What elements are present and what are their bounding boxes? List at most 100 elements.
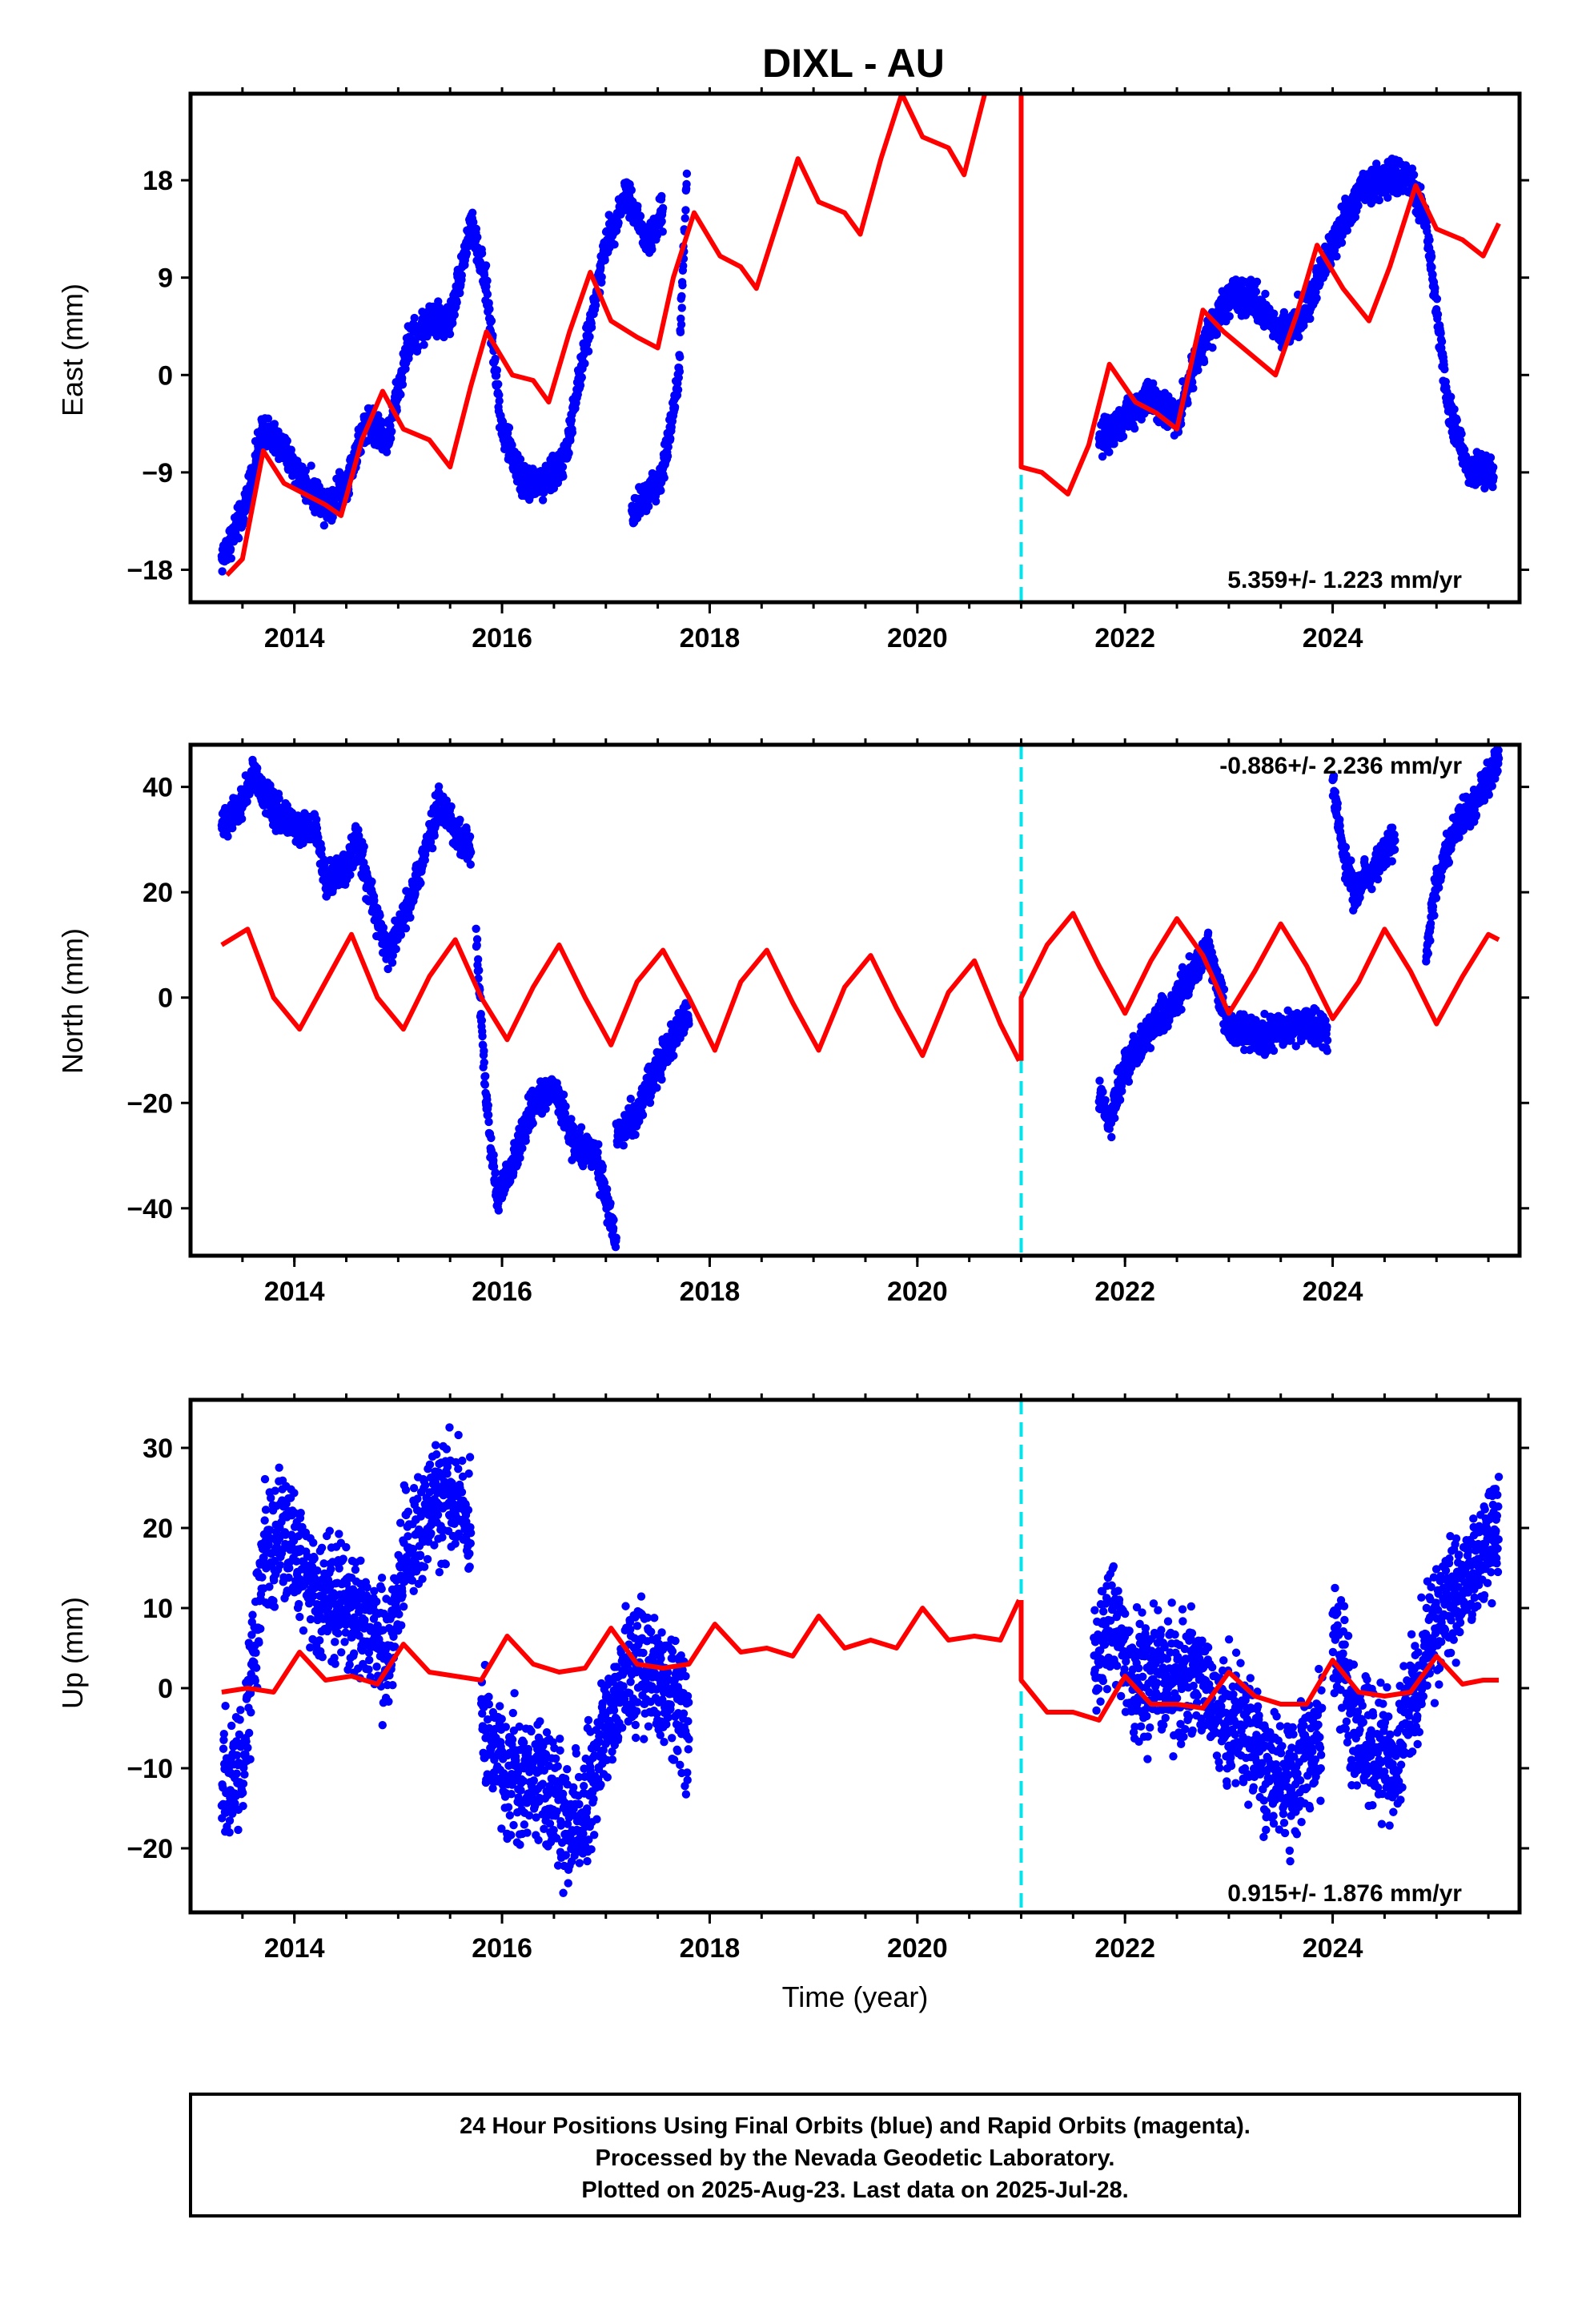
panel-up-point — [225, 1816, 235, 1825]
panel-up-point — [1399, 1662, 1408, 1671]
panel-up-point — [1379, 1699, 1387, 1708]
panel-up-point — [508, 1735, 517, 1744]
panel-up-point — [1143, 1755, 1152, 1763]
panel-north-point — [312, 815, 321, 824]
panel-up-point — [413, 1494, 422, 1503]
panel-north-point — [472, 941, 481, 950]
panel-up-point — [488, 1783, 497, 1793]
panel-up-point — [418, 1574, 427, 1583]
panel-up-point — [445, 1423, 454, 1432]
panel-up-point — [1134, 1663, 1143, 1673]
panel-north-point — [685, 1019, 693, 1028]
panel-north-point — [480, 1058, 488, 1067]
panel-up-point — [1162, 1655, 1172, 1663]
panel-up-point — [603, 1773, 612, 1782]
panel-up-point — [384, 1697, 393, 1707]
panel-up-point — [1169, 1751, 1178, 1761]
panel-up-point — [1333, 1609, 1342, 1618]
panel-up-point — [243, 1743, 252, 1752]
panel-up-point — [1109, 1562, 1118, 1571]
panel-up-point — [1363, 1675, 1371, 1684]
panel-up-point — [1445, 1554, 1454, 1563]
panel-up-ytick-label: −20 — [126, 1834, 173, 1864]
panel-up-point — [1098, 1607, 1108, 1616]
panel-up-point — [1279, 1809, 1288, 1819]
panel-up-point — [684, 1745, 693, 1754]
panel-north-point — [484, 1117, 493, 1127]
panel-up-point — [1197, 1714, 1206, 1723]
panel-up-point — [292, 1557, 301, 1566]
panel-up-point — [683, 1691, 693, 1701]
panel-up-point — [1255, 1711, 1263, 1720]
panel-up-point — [1318, 1703, 1327, 1712]
panel-north-point — [346, 870, 355, 879]
panel-north-point — [462, 826, 471, 834]
panel-north-point — [456, 815, 464, 824]
panel-up-point — [464, 1469, 473, 1478]
panel-up-point — [1125, 1626, 1134, 1635]
panel-up-point — [1094, 1684, 1103, 1693]
panel-up-point — [1120, 1665, 1129, 1674]
panel-up-point — [1342, 1717, 1351, 1726]
panel-up-point — [1181, 1724, 1190, 1734]
panel-up-point — [454, 1529, 464, 1538]
panel-up-point — [669, 1755, 679, 1764]
panel-north-point — [1095, 1076, 1104, 1085]
panel-up-point — [556, 1746, 564, 1755]
panel-up-point — [1149, 1599, 1158, 1608]
panel-up-point — [315, 1636, 324, 1645]
panel-up-point — [423, 1554, 432, 1564]
panel-north-point — [491, 1168, 500, 1177]
panel-up-point — [516, 1786, 525, 1795]
panel-up-point — [442, 1445, 452, 1454]
panel-up-point — [671, 1636, 680, 1646]
panel-up-point — [1407, 1747, 1417, 1756]
panel-up-point — [1431, 1598, 1440, 1607]
panel-up-point — [1239, 1778, 1248, 1787]
panel-up-point — [1131, 1647, 1141, 1656]
panel-north-point — [480, 1047, 488, 1055]
panel-up-point — [351, 1565, 360, 1574]
panel-up-point — [676, 1760, 685, 1770]
panel-up-point — [596, 1780, 605, 1789]
panel-up-point — [501, 1723, 510, 1731]
panel-up-point — [1134, 1737, 1143, 1747]
panel-up-point — [1417, 1699, 1426, 1709]
panel-up-point — [1314, 1720, 1323, 1729]
panel-up-point — [1189, 1681, 1198, 1691]
panel-up-point — [1473, 1602, 1482, 1610]
panel-up-point — [317, 1543, 327, 1552]
panel-up-point — [1172, 1694, 1182, 1703]
panel-up-point — [337, 1648, 346, 1657]
panel-up-point — [396, 1518, 405, 1527]
panel-up-point — [1395, 1682, 1404, 1691]
panel-north-point — [476, 1010, 485, 1019]
panel-up-point — [270, 1602, 279, 1611]
panel-up-point — [1275, 1722, 1285, 1731]
panel-up-point — [420, 1481, 430, 1490]
panel-north-point — [569, 1123, 578, 1132]
panel-up-point — [458, 1456, 467, 1466]
panel-up-point — [532, 1813, 540, 1822]
panel-up-point — [510, 1689, 519, 1698]
panel-north-point — [638, 1111, 648, 1120]
panel-north-point — [612, 1233, 620, 1242]
panel-up-point — [664, 1713, 673, 1722]
panel-up-point — [1178, 1617, 1187, 1626]
panel-up-point — [1231, 1730, 1239, 1739]
panel-up-point — [1470, 1593, 1479, 1602]
panel-up-point — [509, 1820, 518, 1830]
panel-up-point — [1446, 1648, 1456, 1658]
panel-up-point — [1374, 1783, 1383, 1792]
panel-up-point — [564, 1879, 572, 1888]
panel-up-point — [296, 1508, 305, 1518]
panel-up-point — [404, 1532, 412, 1541]
panel-up-point — [584, 1715, 593, 1725]
panel-north-point — [602, 1184, 612, 1194]
panel-up-point — [1352, 1781, 1362, 1790]
panel-north-point — [657, 1075, 666, 1084]
panel-up-point — [1447, 1616, 1456, 1625]
panel-up-xtick-label: 2014 — [264, 1933, 325, 1964]
panel-up-point — [626, 1678, 635, 1687]
